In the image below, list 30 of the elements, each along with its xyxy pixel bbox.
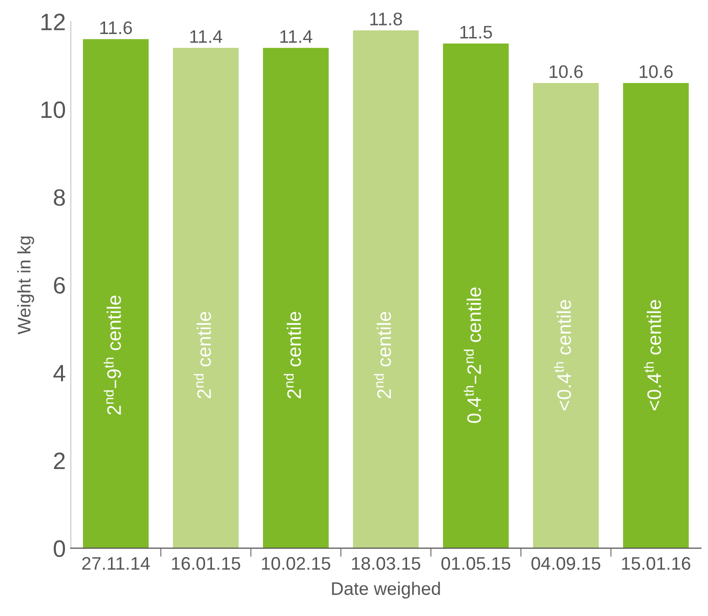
y-tick-label: 10 (41, 101, 66, 118)
x-tick-label: 15.01.16 (622, 557, 690, 570)
y-tick-label: 12 (41, 14, 65, 30)
annotation: 2$^{nd}$ centile (284, 312, 302, 398)
annotation: 2$^{nd}$ centile (374, 312, 392, 398)
data-label: 10.6 (640, 65, 673, 78)
data-label: 11.8 (370, 12, 402, 26)
x-tick-label: 04.09.15 (531, 557, 600, 570)
data-label: 11.4 (190, 30, 222, 43)
annotation: 2$^{nd}$–9$^{th}$ centile (104, 296, 121, 415)
annotation: 0.4$^{th}$–2$^{nd}$ centile (464, 287, 482, 423)
x-tick-label: 18.03.15 (352, 557, 420, 570)
data-label: 11.4 (280, 30, 312, 43)
data-label: 11.6 (100, 21, 132, 34)
y-axis-title: Weight in kg (17, 236, 34, 334)
x-tick-label: 01.05.15 (441, 557, 510, 570)
y-tick-label: 2 (54, 452, 65, 470)
data-label: 10.6 (550, 65, 583, 78)
y-tick-label: 8 (54, 189, 65, 206)
data-label: 11.5 (460, 26, 492, 39)
annotation: <0.4$^{th}$ centile (554, 300, 572, 410)
x-axis-title: Date weighed (332, 582, 440, 599)
annotation: 2$^{nd}$ centile (194, 312, 211, 398)
x-tick-label: 27.11.14 (82, 557, 150, 570)
y-tick-label: 6 (54, 276, 65, 294)
annotation: <0.4$^{th}$ centile (644, 300, 662, 410)
y-tick-label: 4 (53, 364, 66, 382)
x-tick-label: 10.02.15 (262, 557, 330, 570)
y-tick-label: 0 (54, 540, 66, 558)
x-tick-label: 16.01.15 (172, 557, 240, 570)
